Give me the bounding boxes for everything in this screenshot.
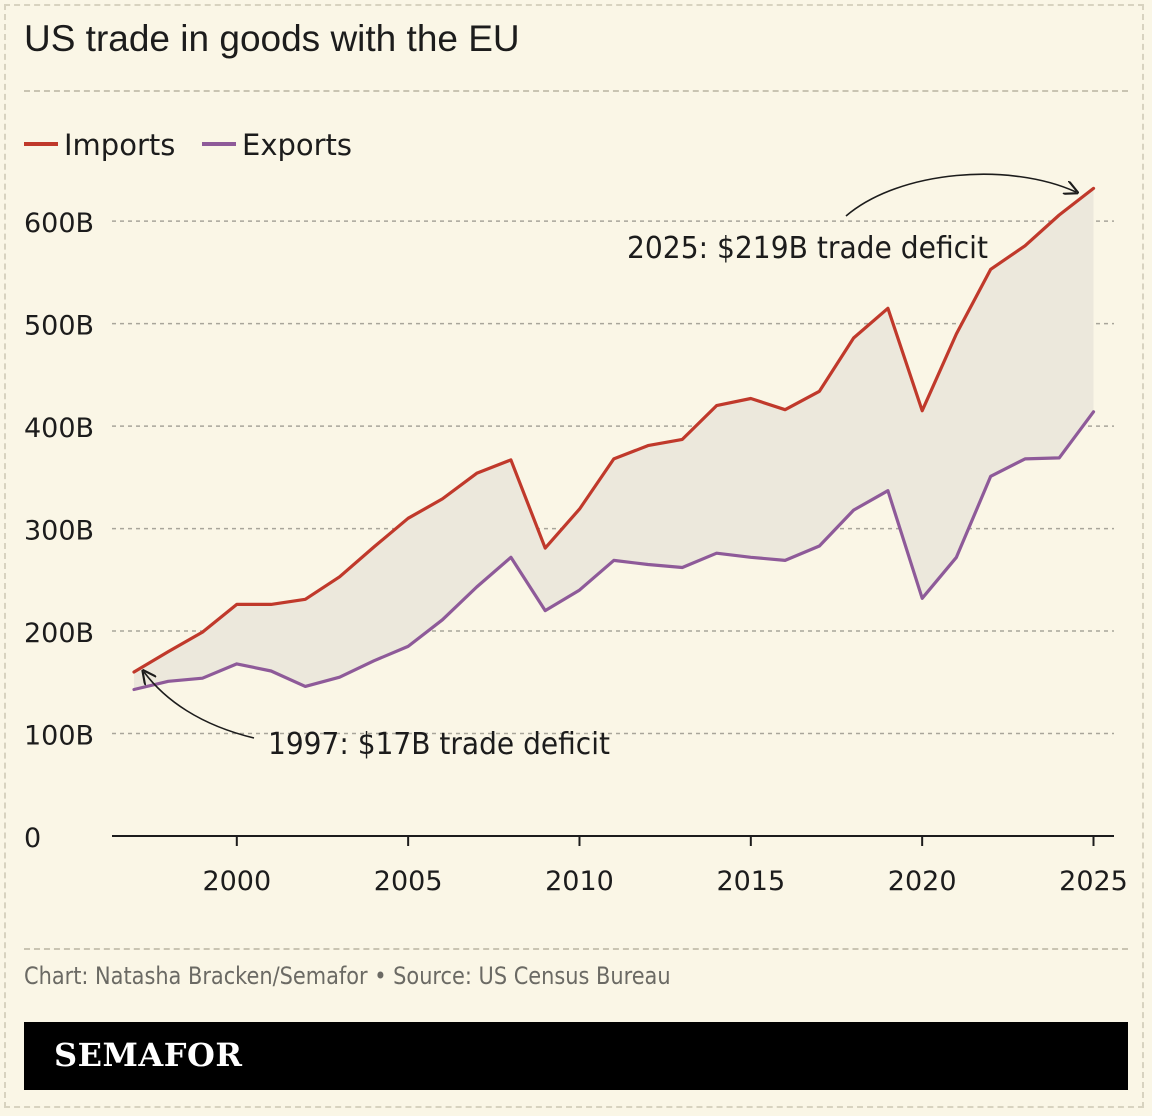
series-line-imports	[132, 186, 1096, 674]
y-tick-label: 600B	[24, 208, 94, 239]
chart-svg: Imports Exports 0 100B 200B 300B 400B 500B 600…	[24, 128, 1128, 897]
x-tick-label: 2020	[888, 866, 957, 897]
bottom-divider	[24, 948, 1128, 950]
axis-layer: 0 100B 200B 300B 400B 500B 600B 2000 2005 2010 201…	[24, 208, 1128, 897]
legend-label-exports: Exports	[242, 128, 352, 162]
deficit-area-layer	[134, 188, 1094, 690]
annotation-arrow-1997	[144, 672, 255, 739]
legend-label-imports: Imports	[64, 128, 175, 162]
y-tick-label: 300B	[24, 516, 94, 547]
legend: Imports Exports	[24, 128, 352, 162]
annotation-layer: 1997: $17B trade deficit 2025: $219B tra…	[144, 173, 1076, 762]
top-divider	[24, 90, 1128, 92]
y-tick-label: 200B	[24, 618, 94, 649]
y-tick-label: 400B	[24, 413, 94, 444]
chart-frame	[4, 4, 1144, 1108]
brand-bar: SEMAFOR	[24, 1022, 1128, 1090]
x-tick-label: 2010	[545, 866, 614, 897]
x-tick-label: 2000	[202, 866, 271, 897]
annotation-label-1997: 1997: $17B trade deficit	[268, 727, 610, 762]
x-tick-label: 2025	[1059, 866, 1128, 897]
y-tick-label: 100B	[24, 721, 94, 752]
source-credit: Chart: Natasha Bracken/Semafor • Source:…	[24, 962, 671, 990]
deficit-area	[134, 188, 1094, 690]
annotation-label-2025: 2025: $219B trade deficit	[627, 231, 988, 266]
x-tick-label: 2005	[374, 866, 443, 897]
series-line-exports	[132, 410, 1096, 692]
annotation-arrow-2025	[845, 173, 1076, 217]
chart-title: US trade in goods with the EU	[24, 18, 520, 59]
y-tick-label: 500B	[24, 311, 94, 342]
y-tick-label: 0	[24, 823, 41, 854]
brand-logo: SEMAFOR	[54, 1036, 243, 1074]
x-tick-label: 2015	[716, 866, 785, 897]
series-lines-layer	[132, 186, 1096, 692]
